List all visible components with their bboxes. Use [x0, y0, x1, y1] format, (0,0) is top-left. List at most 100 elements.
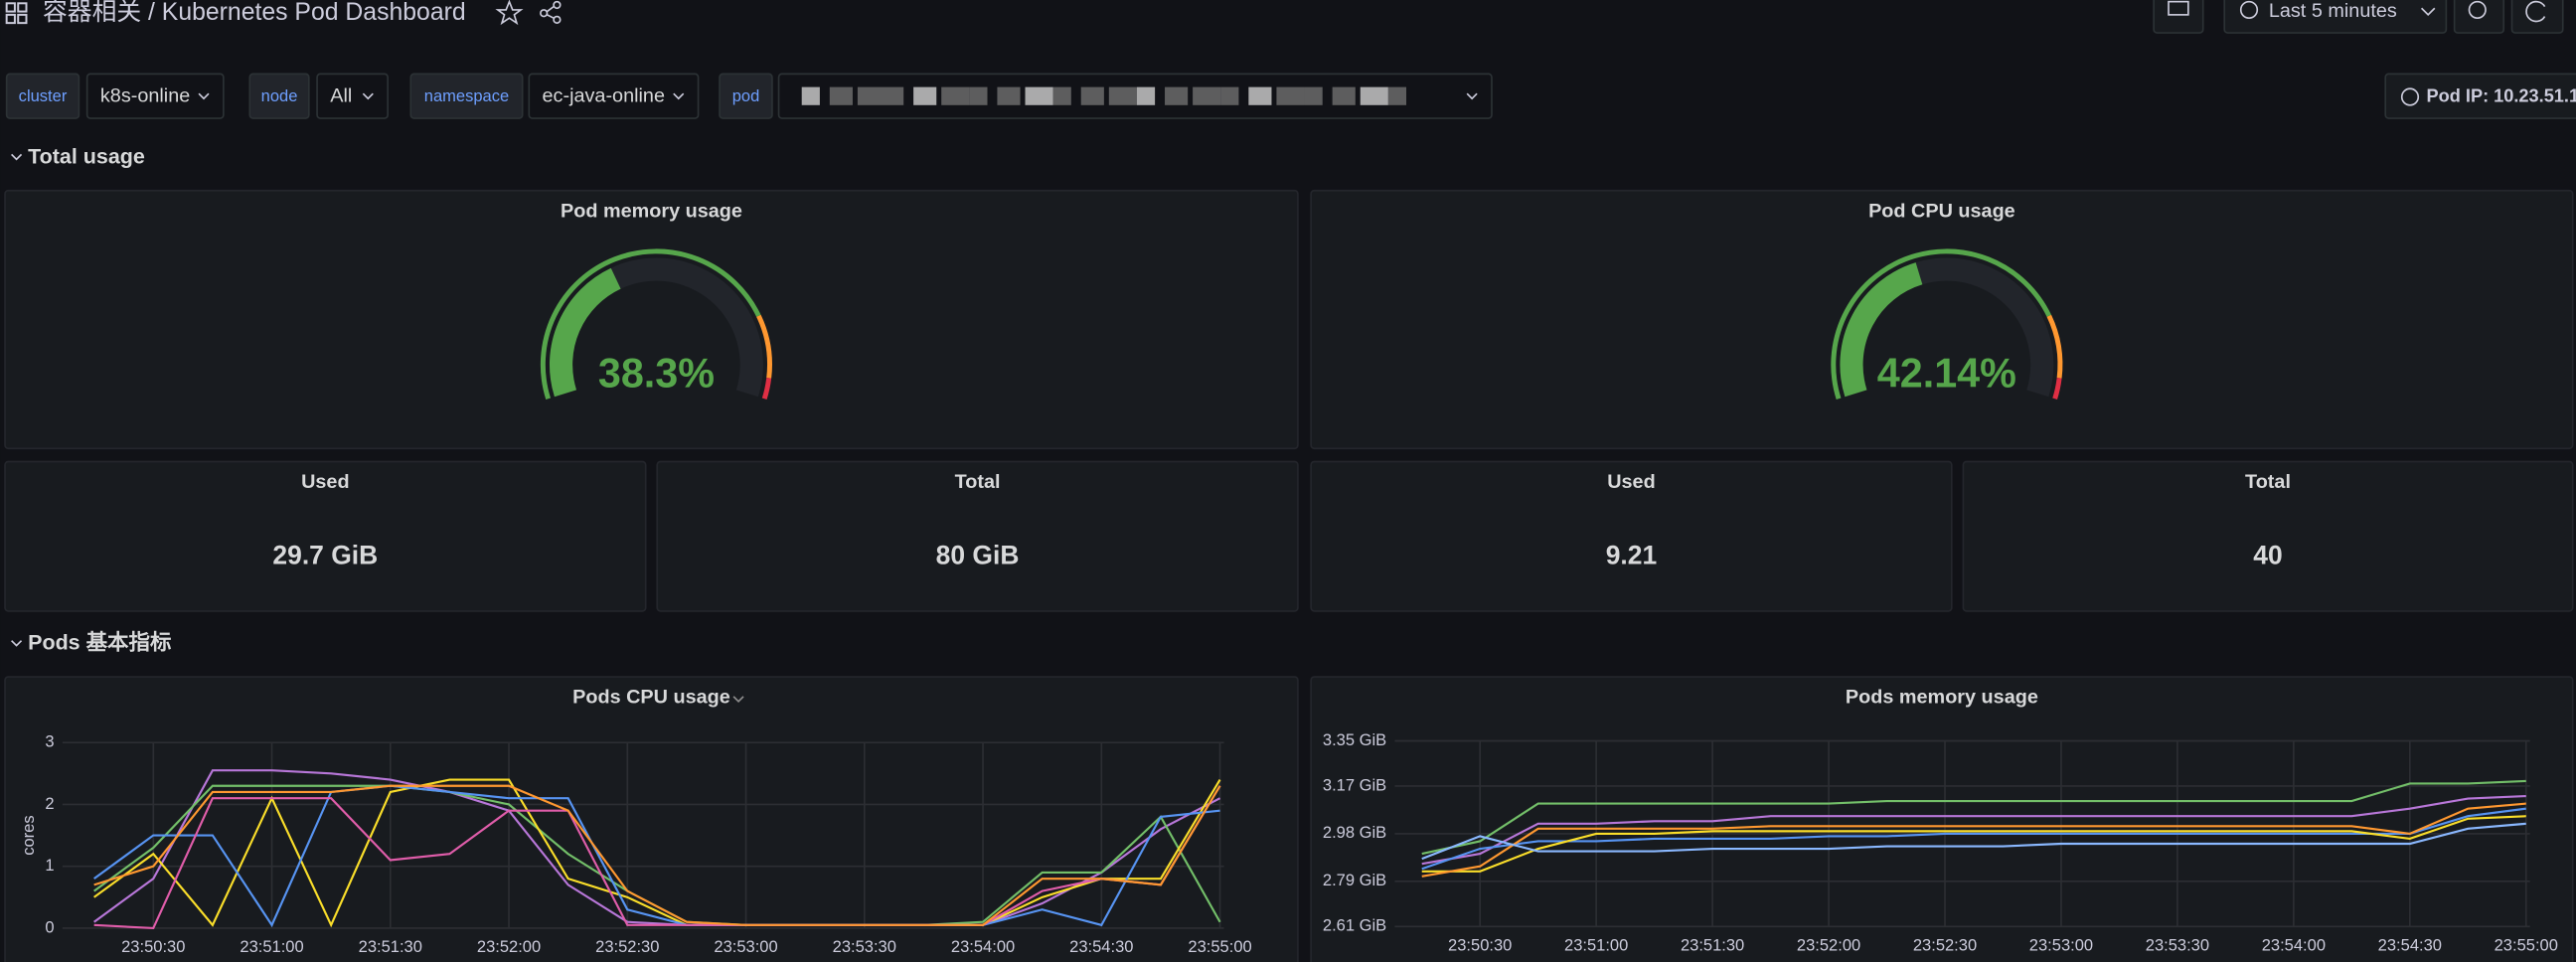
threshold-arc — [756, 314, 772, 379]
blurred-text — [886, 86, 904, 105]
blurred-text — [1220, 86, 1239, 105]
x-tick-label: 23:51:30 — [1681, 935, 1744, 954]
y-tick-label: 3 — [45, 732, 54, 751]
x-tick-label: 23:53:00 — [714, 937, 777, 956]
series-line — [93, 784, 1221, 926]
blurred-text — [1165, 86, 1189, 105]
panel — [656, 460, 1299, 612]
blurred-text — [1276, 86, 1305, 105]
stat-value: 9.21 — [1606, 540, 1657, 569]
blurred-text — [1304, 86, 1323, 105]
panel — [1310, 189, 2574, 450]
variable-label-box — [719, 73, 773, 119]
series-line — [1421, 815, 2526, 873]
tv-mode-button[interactable] — [2153, 0, 2204, 34]
variable-label: pod — [732, 86, 760, 105]
gauge-label: 38.3% — [598, 350, 715, 396]
stat-value: 40 — [2253, 540, 2282, 569]
blurred-text — [1025, 86, 1053, 105]
blurred-text — [969, 86, 988, 105]
blurred-text — [1136, 86, 1156, 105]
dashboard-title: 容器相关 / Kubernetes Pod Dashboard — [43, 0, 466, 26]
chevron — [362, 92, 374, 100]
stat-value: 29.7 GiB — [272, 540, 378, 569]
pod-ip: Pod IP: 10.23.51.12 — [2427, 85, 2576, 105]
threshold-arc — [1831, 248, 2052, 401]
panel-menu-chevron[interactable] — [732, 696, 744, 704]
time-picker[interactable] — [2223, 0, 2448, 34]
y-tick-label: 2.98 GiB — [1323, 823, 1386, 842]
x-tick-label: 23:52:00 — [1797, 935, 1860, 954]
x-tick-label: 23:54:30 — [1069, 937, 1133, 956]
star-button[interactable] — [495, 0, 524, 26]
row-title: Pods 基本指标 — [28, 630, 171, 655]
chevron — [1466, 92, 1478, 100]
clock-icon — [2239, 0, 2259, 20]
series-line — [1421, 807, 2526, 871]
series-line — [1421, 802, 2526, 878]
panel-title: Pod CPU usage — [1868, 200, 2015, 222]
series-line — [93, 785, 1221, 930]
panel-title: Pods CPU usage — [572, 687, 730, 709]
row-chevron[interactable] — [11, 640, 23, 647]
x-tick-label: 23:54:00 — [951, 937, 1015, 956]
time-range: Last 5 minutes — [2269, 0, 2397, 22]
x-tick-label: 23:54:00 — [2262, 935, 2326, 954]
series-line — [93, 784, 1220, 928]
blurred-text — [857, 86, 886, 105]
variable-label-box — [248, 73, 310, 119]
panel — [4, 460, 647, 612]
variable-select[interactable] — [85, 73, 225, 119]
stat-title: Total — [2245, 471, 2291, 493]
y-tick-label: 0 — [45, 917, 54, 936]
variable-select[interactable] — [528, 73, 700, 119]
blurred-text — [913, 86, 937, 105]
apps-icon — [5, 2, 28, 25]
x-tick-label: 23:52:30 — [595, 937, 659, 956]
threshold-arc — [761, 378, 772, 401]
blurred-text — [1080, 86, 1104, 105]
variable-value: All — [330, 85, 352, 107]
panel — [1310, 676, 2574, 962]
stat-title: Total — [955, 471, 1001, 493]
x-tick-label: 23:54:30 — [2378, 935, 2442, 954]
row-chevron[interactable] — [11, 153, 23, 161]
variable-label-box — [409, 73, 524, 119]
variable-label: cluster — [19, 86, 68, 105]
gauge-value — [550, 267, 621, 398]
pod-ip-box — [2384, 73, 2576, 119]
y-tick-label: 2.79 GiB — [1323, 871, 1386, 889]
x-tick-label: 23:52:30 — [1913, 935, 1977, 954]
x-tick-label: 23:51:30 — [359, 937, 422, 956]
panel-title: Pods memory usage — [1846, 687, 2038, 709]
blurred-text — [997, 86, 1021, 105]
share-button[interactable] — [540, 0, 562, 24]
panel — [1962, 460, 2574, 612]
x-tick-label: 23:50:30 — [1448, 935, 1512, 954]
x-tick-label: 23:51:00 — [240, 937, 303, 956]
series-line — [1421, 779, 2526, 856]
chevron — [2420, 7, 2436, 17]
blurred-text — [941, 86, 970, 105]
variable-value: ec-java-online — [543, 85, 665, 107]
chevron — [673, 92, 685, 100]
x-tick-label: 23:53:00 — [2029, 935, 2093, 954]
series-line — [93, 778, 1221, 928]
zoom-out-button[interactable] — [2453, 0, 2505, 34]
series-line — [1421, 794, 2526, 866]
series-line — [1421, 822, 2526, 861]
variable-value: k8s-online — [100, 85, 190, 107]
x-tick-label: 23:52:00 — [477, 937, 541, 956]
x-tick-label: 23:51:00 — [1564, 935, 1628, 954]
x-tick-label: 23:53:30 — [833, 937, 896, 956]
variable-select[interactable] — [316, 73, 389, 119]
gauge-label: 42.14% — [1877, 350, 2016, 396]
info-icon — [2400, 87, 2420, 106]
variable-label: namespace — [424, 86, 509, 105]
panel — [1310, 460, 1953, 612]
x-tick-label: 23:50:30 — [121, 937, 185, 956]
row-title: Total usage — [28, 144, 145, 168]
refresh-button[interactable] — [2510, 0, 2564, 34]
blurred-text — [1360, 86, 1388, 105]
